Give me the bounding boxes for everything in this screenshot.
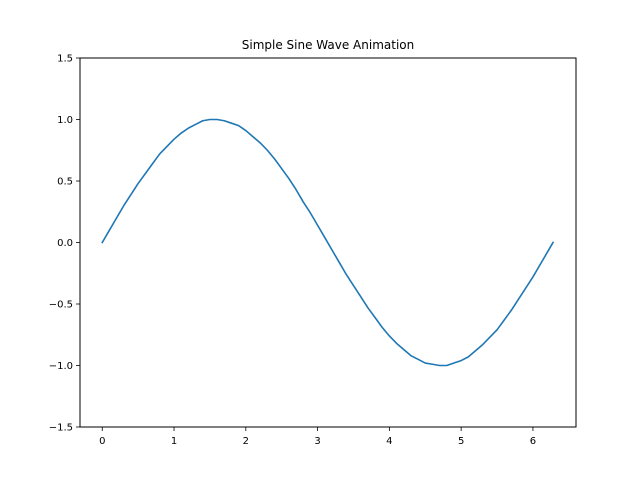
x-tick-label: 4 — [386, 436, 392, 447]
y-tick-label: −1.0 — [49, 361, 73, 372]
y-tick-label: 0.5 — [57, 177, 73, 188]
y-tick-label: 1.0 — [57, 115, 73, 126]
x-tick-label: 0 — [99, 436, 105, 447]
x-tick-label: 2 — [243, 436, 249, 447]
x-tick-label: 1 — [171, 436, 177, 447]
plot-area-frame — [79, 57, 577, 428]
x-tick-label: 3 — [314, 436, 320, 447]
series-layer — [101, 118, 555, 367]
x-tick-label: 5 — [458, 436, 464, 447]
x-tick-label: 6 — [530, 436, 536, 447]
y-axis-ticks: −1.5 −1.0 −0.5 0.0 0.5 1.0 1.5 — [49, 54, 80, 434]
x-axis-ticks: 0 1 2 3 4 5 6 — [99, 427, 536, 447]
sine-series-line — [101, 118, 555, 367]
y-tick-label: 0.0 — [57, 238, 73, 249]
y-tick-label: 1.5 — [57, 54, 73, 65]
chart-title: Simple Sine Wave Animation — [242, 38, 414, 52]
y-tick-label: −0.5 — [49, 300, 73, 311]
y-tick-label: −1.5 — [49, 423, 73, 434]
